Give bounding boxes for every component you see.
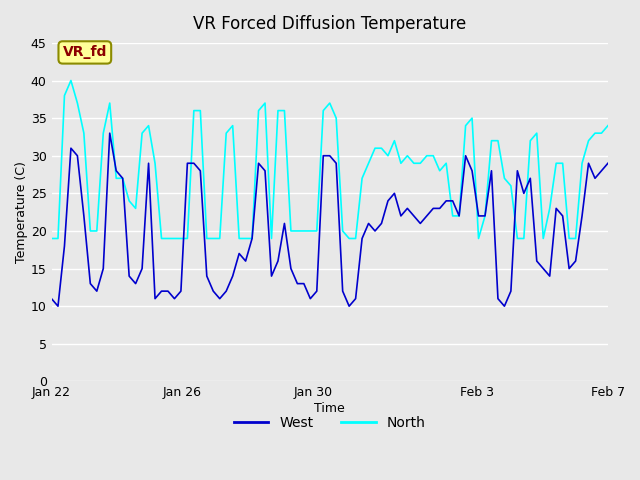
Legend: West, North: West, North <box>228 410 431 435</box>
Y-axis label: Temperature (C): Temperature (C) <box>15 161 28 263</box>
Title: VR Forced Diffusion Temperature: VR Forced Diffusion Temperature <box>193 15 467 33</box>
X-axis label: Time: Time <box>314 402 345 415</box>
Text: VR_fd: VR_fd <box>63 46 107 60</box>
